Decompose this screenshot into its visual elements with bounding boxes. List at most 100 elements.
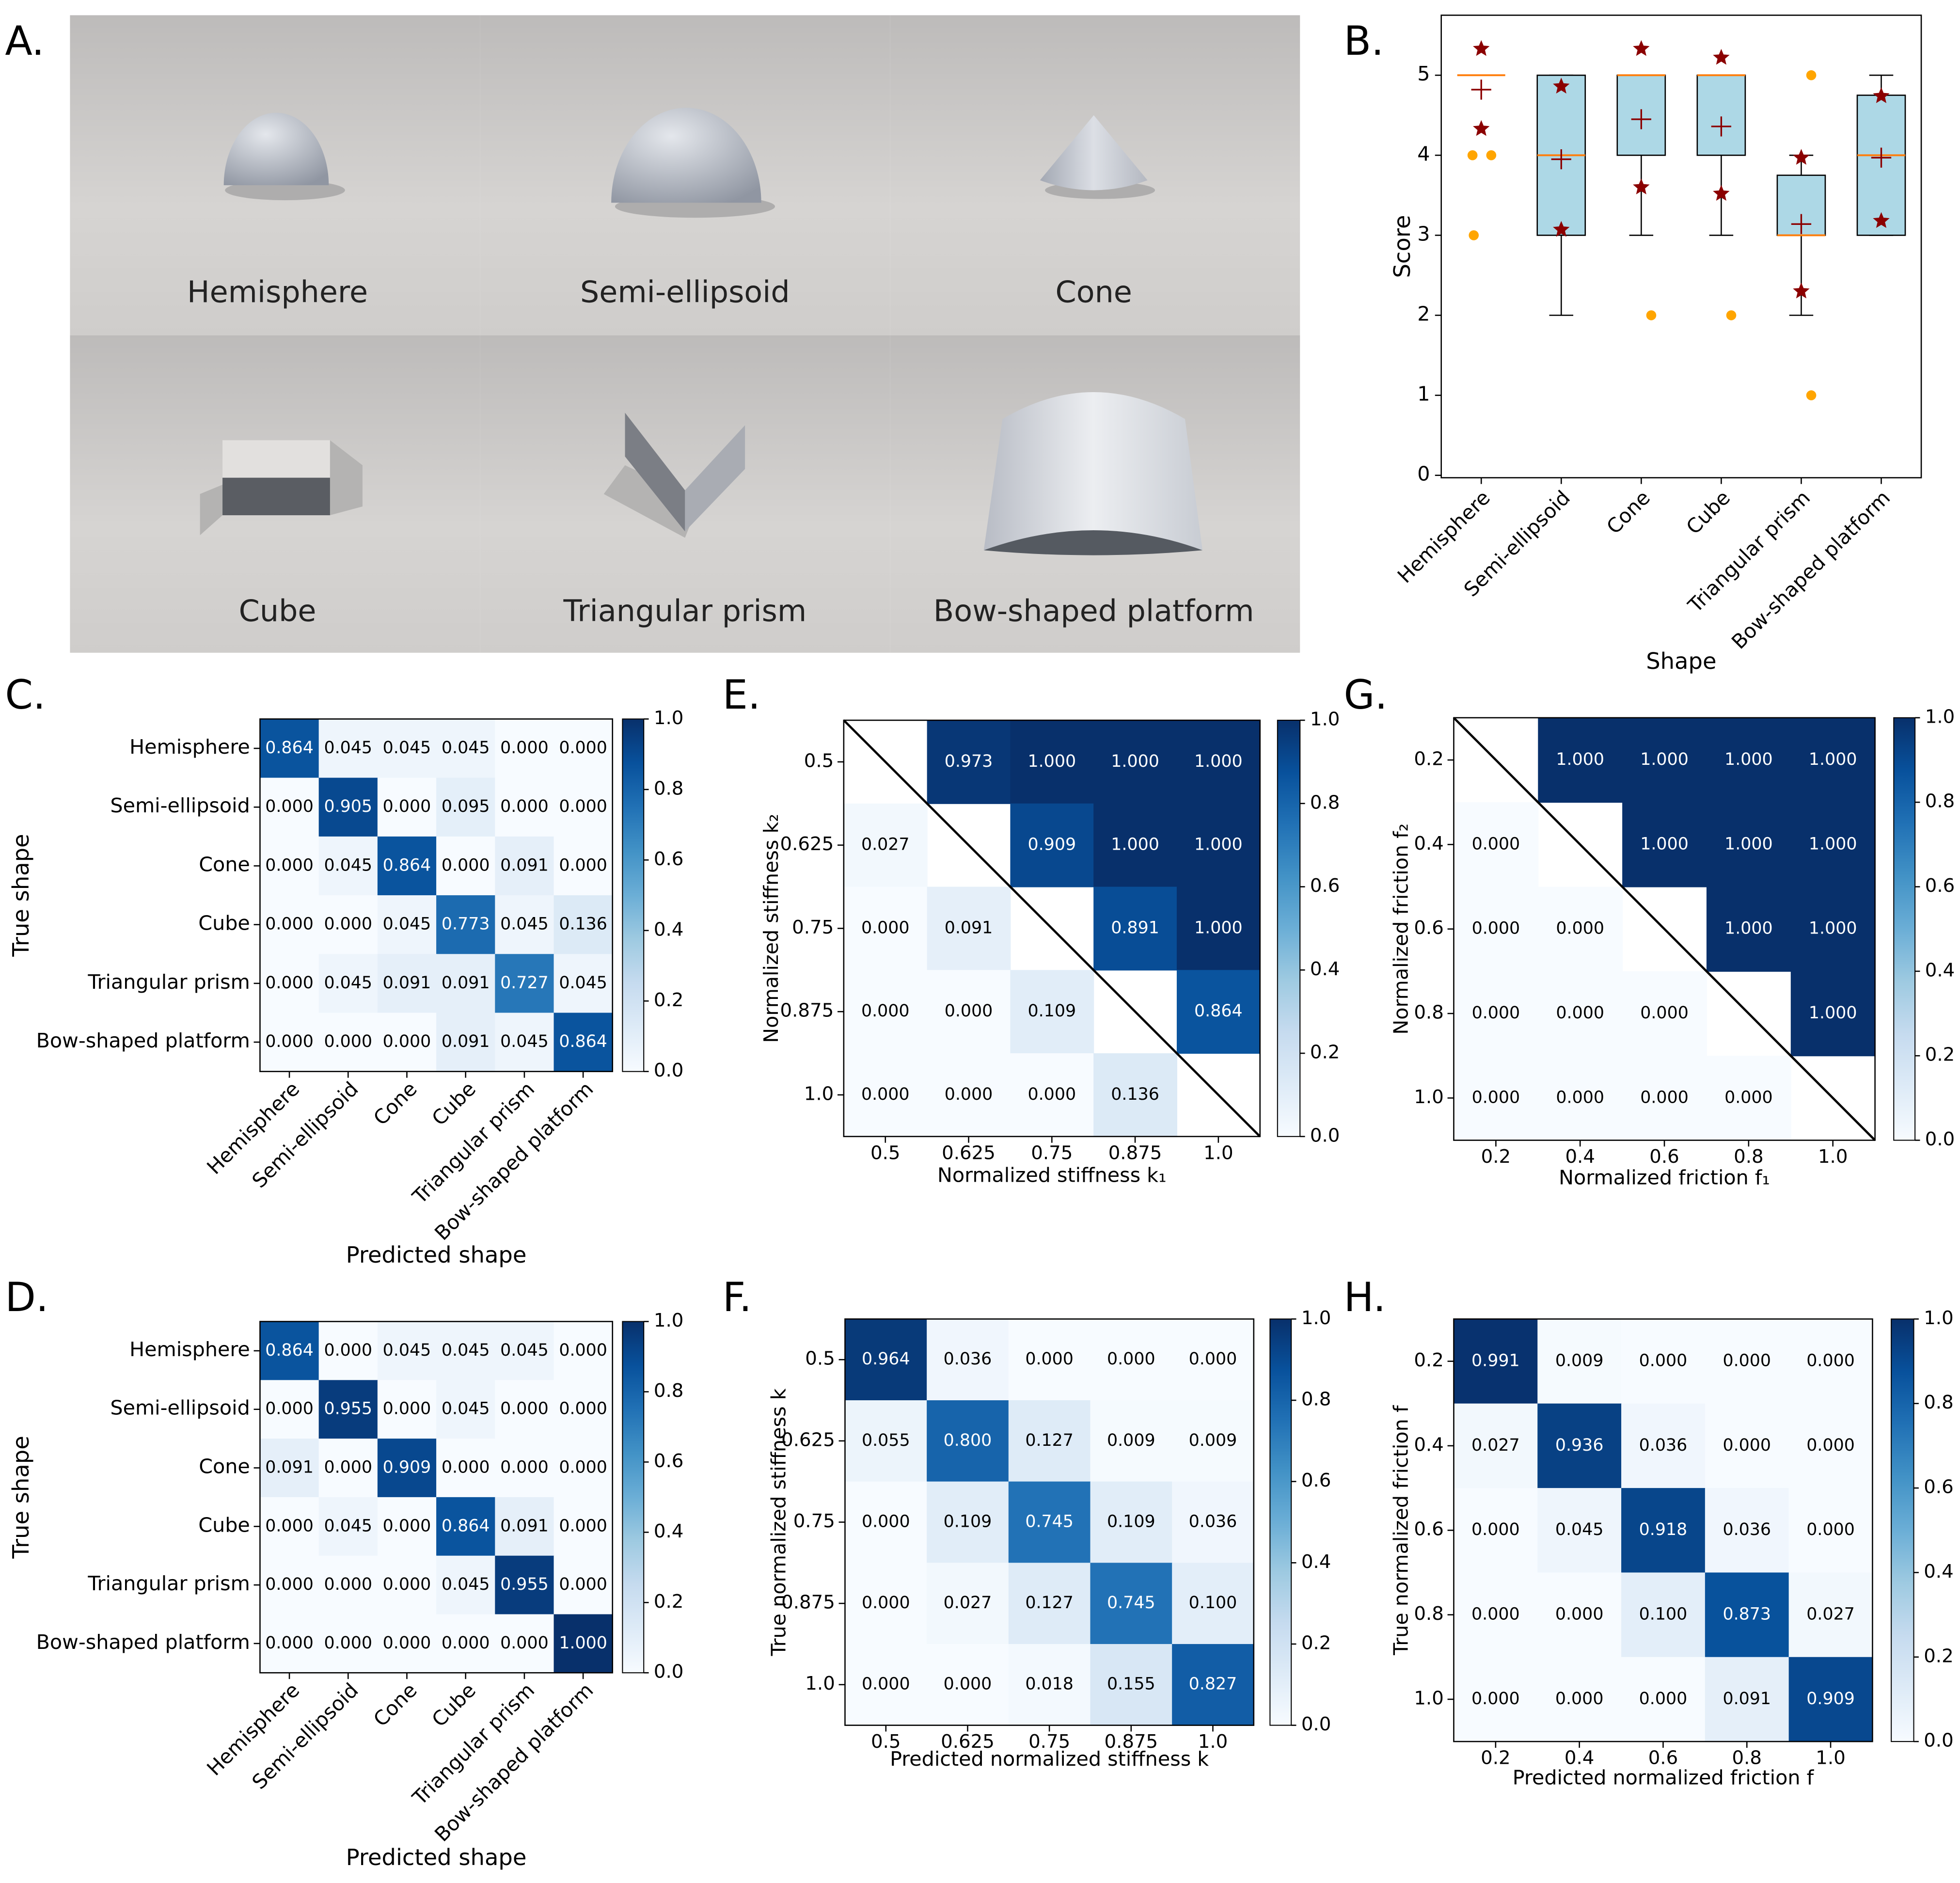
heatmap-cell [495, 1380, 554, 1440]
cell-label: 0.745 [1025, 1512, 1074, 1531]
colorbar-tick-label: 0.0 [654, 1661, 684, 1683]
heatmap-cell [1537, 1403, 1622, 1489]
heatmap-cell [1090, 1319, 1173, 1401]
heatmap-cell [1454, 1488, 1538, 1573]
heatmap-cell [1172, 1319, 1254, 1401]
y-axis-label: Normalized stiffness k₂ [759, 814, 783, 1043]
heatmap-cell [1705, 1657, 1789, 1742]
heatmap-cell [553, 1013, 613, 1072]
cell-label: 0.000 [862, 1675, 910, 1694]
heatmap-cell [927, 1563, 1009, 1645]
heatmap-cell [318, 777, 378, 837]
heatmap-cell [553, 1497, 613, 1556]
star-marker [1713, 48, 1730, 65]
cell-label: 0.000 [861, 1001, 910, 1021]
cell-label: 0.000 [861, 918, 910, 937]
heatmap-cell [1705, 1403, 1789, 1489]
cell-label: 0.964 [862, 1349, 910, 1369]
heatmap-cell [1454, 1403, 1538, 1489]
heatmap-cell [1706, 886, 1791, 972]
colorbar-tick-label: 0.2 [1924, 1645, 1954, 1667]
heatmap-cell [1176, 803, 1261, 887]
y-tick-label: 0.6 [1414, 917, 1444, 939]
colorbar-tick-label: 0.2 [1310, 1042, 1340, 1063]
heatmap-cell [845, 1644, 928, 1726]
colorbar-tick-label: 0.8 [654, 777, 684, 799]
cell-label: 0.000 [1640, 1088, 1689, 1107]
heatmap-cell [1010, 1053, 1094, 1137]
cell-label: 0.000 [1472, 919, 1520, 938]
panel-label: H. [1344, 1274, 1386, 1321]
cell-label: 1.000 [1027, 752, 1076, 771]
x-tick-label: Cube [427, 1077, 480, 1130]
heatmap-cell [495, 1555, 554, 1615]
heatmap-cell [1454, 1056, 1539, 1141]
colorbar-tick-label: 0.6 [1310, 875, 1340, 897]
cell-label: 0.036 [1639, 1436, 1688, 1455]
cell-label: 0.000 [265, 797, 314, 816]
y-tick-label: Cube [198, 1513, 250, 1536]
colorbar-tick-label: 0.8 [1301, 1389, 1331, 1410]
heatmap-cell [260, 1439, 319, 1498]
heatmap-cell [1788, 1657, 1873, 1742]
cell-label: 0.000 [1723, 1436, 1771, 1455]
colorbar-tick-label: 0.4 [654, 1520, 684, 1542]
x-tick-label: 0.8 [1732, 1747, 1762, 1769]
x-tick-label: 0.875 [1104, 1731, 1158, 1753]
heatmap-cell [436, 719, 496, 778]
cell-label: 0.955 [324, 1399, 372, 1419]
heatmap-cell [1010, 970, 1094, 1054]
y-tick-label: 0.875 [781, 1592, 835, 1614]
heatmap-cell [927, 1319, 1009, 1401]
heatmap-cell [318, 1321, 378, 1381]
heatmap-panel: G. 1.000 1.000 1.000 1.000 0.000 1.000 1.000 1.0… [1344, 672, 1955, 1189]
cell-label: 1.000 [1194, 918, 1243, 937]
cell-label: 0.027 [861, 835, 910, 854]
cell-label: 0.864 [265, 738, 314, 758]
cell-label: 0.000 [559, 738, 607, 758]
cell-label: 0.000 [265, 1633, 314, 1653]
cell-label: 0.027 [1471, 1436, 1520, 1455]
heatmap-cell [436, 1555, 496, 1615]
heatmap-cell [495, 1013, 554, 1072]
heatmap-cell [377, 777, 437, 837]
cell-label: 0.095 [442, 797, 490, 816]
x-axis-label: Normalized stiffness k₁ [937, 1163, 1167, 1187]
cell-label: 0.873 [1723, 1605, 1771, 1624]
cell-label: 1.000 [1111, 752, 1159, 771]
cell-label: 0.091 [442, 973, 490, 993]
mean-marker [1551, 149, 1571, 170]
colorbar-tick-label: 1.0 [1301, 1307, 1331, 1329]
cell-label: 0.155 [1107, 1675, 1155, 1694]
cell-label: 0.864 [442, 1516, 490, 1535]
cell-label: 0.727 [500, 973, 549, 993]
heatmap-cell [1537, 1572, 1622, 1658]
heatmap-cell [318, 1013, 378, 1072]
panel-label: C. [5, 672, 46, 718]
x-tick-label: 0.625 [942, 1142, 996, 1164]
x-tick-label: 0.2 [1481, 1146, 1511, 1168]
cell-label: 1.000 [1640, 834, 1689, 854]
y-tick-label: Triangular prism [87, 1572, 250, 1595]
heatmap-cell [495, 1497, 554, 1556]
heatmap-cell [1454, 802, 1539, 887]
cell-label: 0.000 [1723, 1351, 1771, 1371]
cell-label: 0.000 [442, 1633, 490, 1653]
y-tick-label: Triangular prism [87, 970, 250, 994]
heatmap-cell [1093, 886, 1177, 971]
x-tick-label: 0.5 [870, 1142, 901, 1164]
heatmap-cell [318, 1380, 378, 1440]
heatmap-cell [260, 777, 319, 837]
heatmap-cell [1176, 720, 1261, 804]
cell-label: 0.000 [265, 855, 314, 875]
x-tick-label: 0.2 [1481, 1747, 1511, 1769]
cell-label: 0.000 [1639, 1689, 1688, 1709]
heatmap-cell [1090, 1563, 1173, 1645]
plot-frame [259, 718, 614, 1073]
heatmap-cell [1008, 1644, 1091, 1726]
mean-marker [1471, 79, 1491, 100]
heatmap-cell [377, 719, 437, 778]
y-tick-label: 0.625 [781, 1429, 835, 1451]
cell-label: 1.000 [1809, 919, 1857, 938]
